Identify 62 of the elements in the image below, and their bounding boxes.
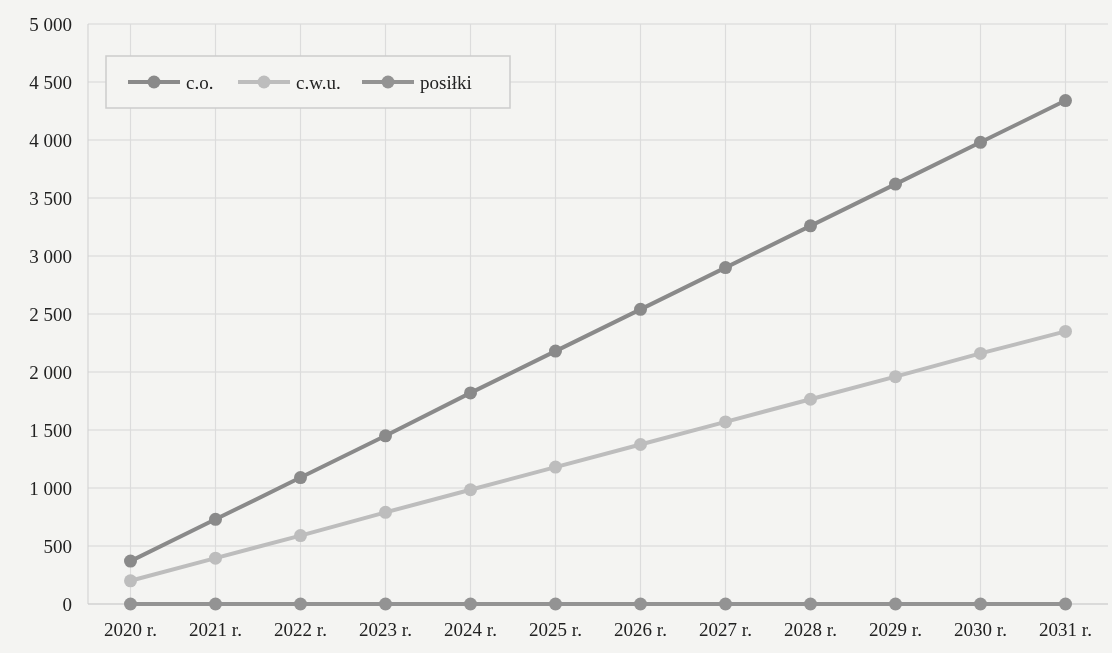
y-tick-label: 5 000 <box>29 13 72 35</box>
point <box>464 386 477 400</box>
point <box>294 529 307 543</box>
x-tick-label: 2022 r. <box>274 619 327 640</box>
point <box>549 460 562 474</box>
y-tick-label: 2 000 <box>29 361 72 383</box>
point <box>804 392 817 406</box>
point <box>294 597 307 611</box>
x-tick-label: 2031 r. <box>1039 619 1092 640</box>
y-tick-label: 3 500 <box>29 187 72 209</box>
point <box>124 554 137 568</box>
y-tick-label: 2 500 <box>29 303 72 325</box>
x-tick-label: 2029 r. <box>869 619 922 640</box>
point <box>294 471 307 485</box>
x-tick-label: 2027 r. <box>699 619 752 640</box>
point <box>464 483 477 497</box>
y-tick-label: 4 500 <box>29 71 72 93</box>
point <box>1059 597 1072 611</box>
legend-label: c.w.u. <box>296 71 341 93</box>
x-tick-label: 2026 r. <box>614 619 667 640</box>
point <box>719 597 732 611</box>
point <box>889 370 902 384</box>
x-tick-label: 2025 r. <box>529 619 582 640</box>
point <box>719 261 732 275</box>
legend-label: c.o. <box>186 71 214 93</box>
y-tick-label: 4 000 <box>29 129 72 151</box>
y-tick-label: 0 <box>62 593 72 615</box>
point <box>1059 94 1072 108</box>
x-tick-label: 2021 r. <box>189 619 242 640</box>
point <box>634 302 647 316</box>
point <box>974 597 987 611</box>
x-tick-label: 2023 r. <box>359 619 412 640</box>
point <box>804 219 817 233</box>
x-tick-label: 2028 r. <box>784 619 837 640</box>
point <box>549 344 562 358</box>
point <box>974 346 987 360</box>
y-tick-label: 3 000 <box>29 245 72 267</box>
point <box>1059 324 1072 338</box>
point <box>719 415 732 429</box>
x-tick-label: 2024 r. <box>444 619 497 640</box>
point <box>464 597 477 611</box>
point <box>124 574 137 588</box>
x-tick-label: 2020 r. <box>104 619 157 640</box>
x-tick-label: 2030 r. <box>954 619 1007 640</box>
point <box>209 512 222 526</box>
point <box>379 597 392 611</box>
legend-label: posiłki <box>420 71 472 93</box>
point <box>549 597 562 611</box>
point <box>634 438 647 451</box>
point <box>804 597 817 611</box>
point <box>634 597 647 611</box>
point <box>974 135 987 149</box>
point <box>379 429 392 443</box>
point <box>209 597 222 611</box>
point <box>379 505 392 519</box>
y-tick-label: 1 500 <box>29 419 72 441</box>
point <box>209 551 222 565</box>
point <box>124 597 137 611</box>
point <box>889 177 902 191</box>
y-tick-label: 1 000 <box>29 477 72 499</box>
point <box>889 597 902 611</box>
y-tick-label: 500 <box>43 535 72 557</box>
